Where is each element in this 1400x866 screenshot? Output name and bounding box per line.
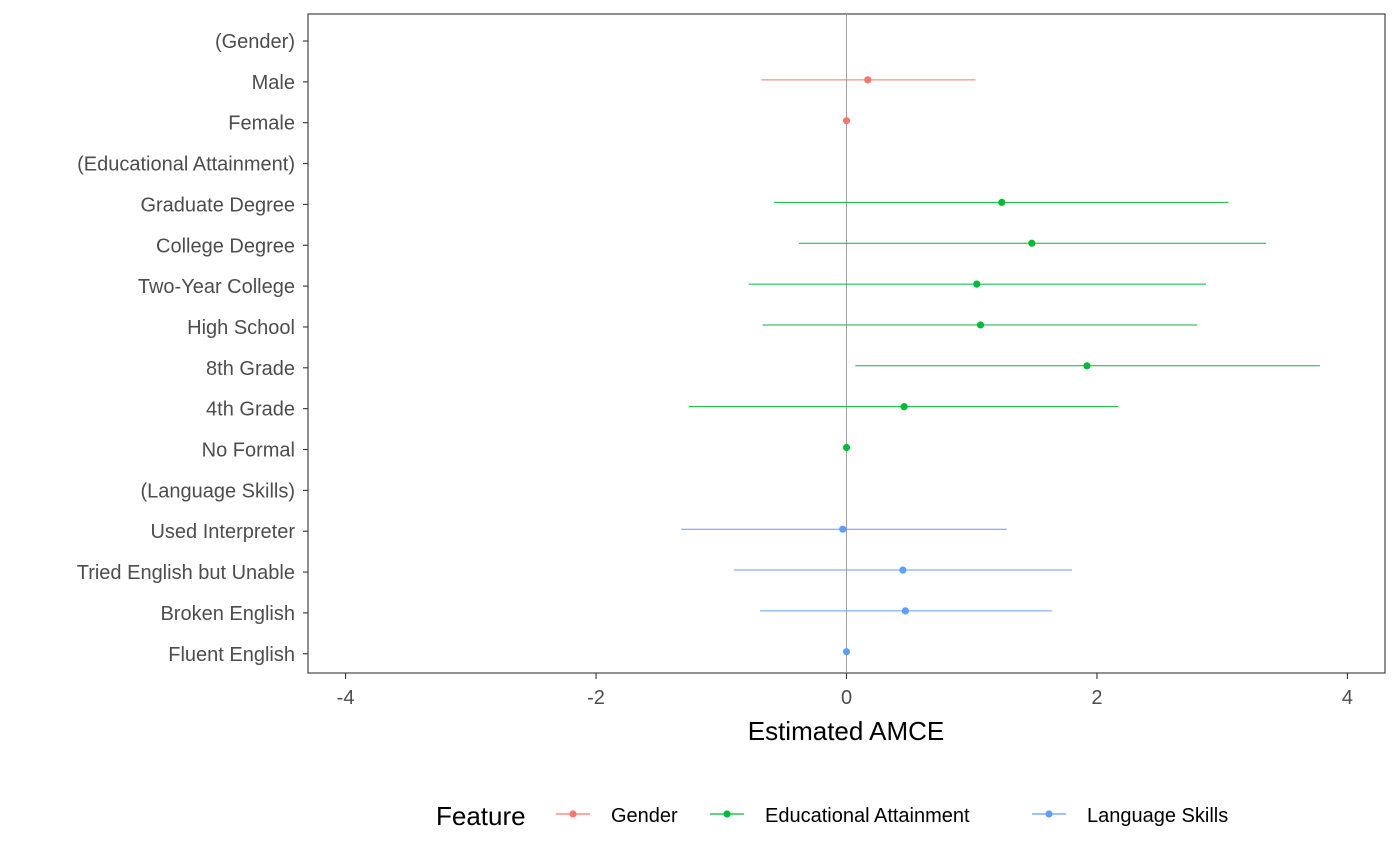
y-tick-label-gender: (Gender)	[215, 31, 295, 53]
point-used-interpreter	[839, 525, 847, 533]
x-tick-label-0: -4	[337, 687, 355, 709]
point-no-formal	[842, 443, 851, 452]
axes: (Gender) Male Female (Educational Attainmen…	[77, 31, 1353, 709]
y-tick-label-educational-attainment: (Educational Attainment)	[77, 154, 295, 176]
point-male	[864, 76, 872, 84]
y-tick-label-no-formal: No Formal	[202, 440, 295, 462]
point-4th-grade	[900, 403, 908, 411]
point-two-year-college	[973, 280, 981, 288]
y-tick-label-graduate-degree: Graduate Degree	[140, 194, 295, 216]
point-broken-english	[901, 607, 909, 615]
legend-key-point-educational-attainment	[723, 810, 731, 818]
legend-key-point-language-skills	[1045, 810, 1053, 818]
y-tick-label-college-degree: College Degree	[156, 235, 295, 257]
x-axis-title: Estimated AMCE	[748, 716, 945, 746]
x-tick-label-1: -2	[587, 687, 605, 709]
legend-title: Feature	[436, 801, 526, 831]
y-tick-label-two-year-college: Two-Year College	[138, 276, 295, 298]
y-tick-label-female: Female	[228, 113, 295, 135]
point-fluent-english	[842, 648, 851, 656]
legend-label-educational-attainment: Educational Attainment	[765, 805, 970, 827]
y-tick-label-8th-grade: 8th Grade	[206, 358, 295, 380]
y-tick-label-fluent-english: Fluent English	[168, 644, 295, 666]
legend-label-language-skills: Language Skills	[1087, 805, 1228, 827]
y-tick-label-language-skills: (Language Skills)	[140, 480, 295, 502]
y-tick-label-high-school: High School	[187, 317, 295, 339]
legend-label-gender: Gender	[611, 805, 678, 827]
y-tick-label-male: Male	[252, 72, 295, 94]
x-tick-label-2: 0	[841, 687, 852, 709]
x-tick-label-3: 2	[1091, 687, 1102, 709]
point-high-school	[976, 321, 985, 329]
point-8th-grade	[1083, 362, 1091, 370]
y-tick-label-4th-grade: 4th Grade	[206, 399, 295, 421]
y-tick-label-used-interpreter: Used Interpreter	[150, 521, 295, 543]
point-college-degree	[1028, 239, 1036, 247]
y-tick-label-tried-english-but-unable: Tried English but Unable	[77, 562, 295, 584]
legend: Feature Gender Educational Attainment Lang…	[436, 801, 1228, 831]
point-female	[842, 117, 851, 125]
x-tick-label-4: 4	[1342, 687, 1353, 709]
point-graduate-degree	[998, 198, 1006, 206]
legend-key-point-gender	[569, 810, 577, 818]
y-tick-label-broken-english: Broken English	[160, 603, 295, 625]
point-tried-english-but-unable	[899, 566, 907, 574]
